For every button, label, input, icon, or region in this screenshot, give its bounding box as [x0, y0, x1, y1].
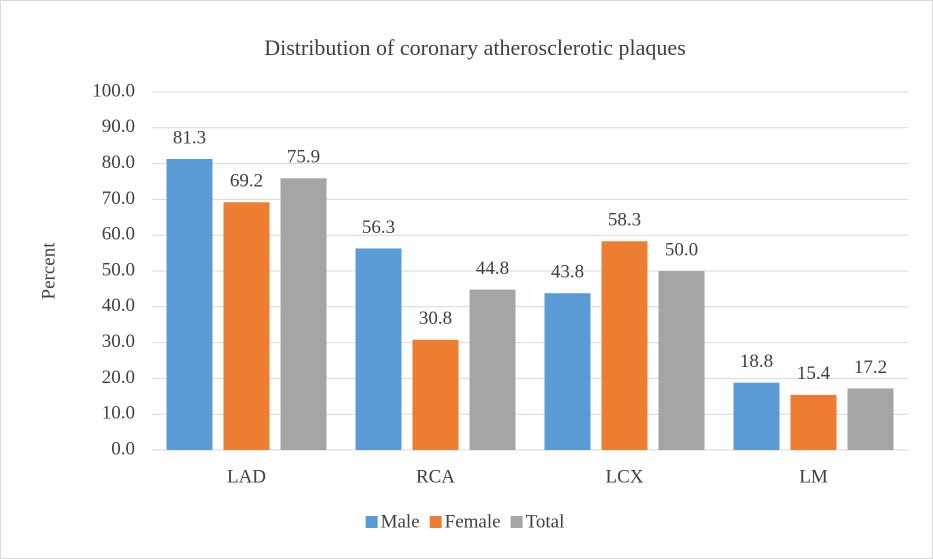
- y-tick-label: 10.0: [102, 403, 135, 424]
- data-label: 58.3: [608, 210, 641, 231]
- legend-label: Female: [445, 511, 501, 532]
- chart-title: Distribution of coronary atherosclerotic…: [264, 35, 686, 60]
- y-tick-label: 100.0: [92, 80, 135, 101]
- data-label: 44.8: [476, 258, 509, 279]
- data-label: 69.2: [230, 171, 263, 192]
- data-label: 30.8: [419, 308, 452, 329]
- y-tick-label: 40.0: [102, 295, 135, 316]
- bar: [469, 289, 516, 450]
- bar: [166, 158, 213, 451]
- y-tick-label: 0.0: [111, 438, 135, 459]
- data-label: 15.4: [797, 363, 831, 384]
- data-label: 75.9: [287, 147, 320, 168]
- legend-label: Total: [526, 511, 565, 532]
- y-axis-label: Percent: [38, 242, 59, 300]
- bar: [790, 394, 837, 450]
- legend-swatch: [365, 516, 378, 528]
- data-label: 56.3: [362, 217, 395, 238]
- legend-swatch: [429, 516, 442, 528]
- y-tick-label: 30.0: [102, 331, 135, 352]
- data-label: 18.8: [740, 351, 773, 372]
- bar: [355, 248, 402, 450]
- bar: [658, 271, 705, 450]
- data-label: 17.2: [854, 357, 887, 378]
- x-tick-label: LAD: [227, 466, 266, 487]
- legend-label: Male: [381, 511, 420, 532]
- x-tick-label: LCX: [606, 466, 644, 487]
- bar: [601, 241, 648, 450]
- data-label: 50.0: [665, 239, 698, 260]
- x-tick-label: RCA: [416, 466, 455, 487]
- y-tick-label: 90.0: [102, 116, 135, 137]
- y-tick-label: 60.0: [102, 224, 135, 245]
- bar: [412, 339, 459, 450]
- data-label: 81.3: [173, 127, 206, 148]
- y-tick-label: 20.0: [102, 367, 135, 388]
- data-label: 43.8: [551, 262, 584, 283]
- legend-swatch: [510, 516, 523, 528]
- bar: [733, 382, 780, 450]
- y-tick-label: 50.0: [102, 259, 135, 280]
- y-tick-label: 70.0: [102, 188, 135, 209]
- bar: [544, 293, 591, 450]
- bar: [280, 178, 327, 450]
- x-tick-label: LM: [799, 466, 828, 487]
- y-tick-label: 80.0: [102, 152, 135, 173]
- bar: [223, 202, 270, 450]
- bar: [847, 388, 894, 450]
